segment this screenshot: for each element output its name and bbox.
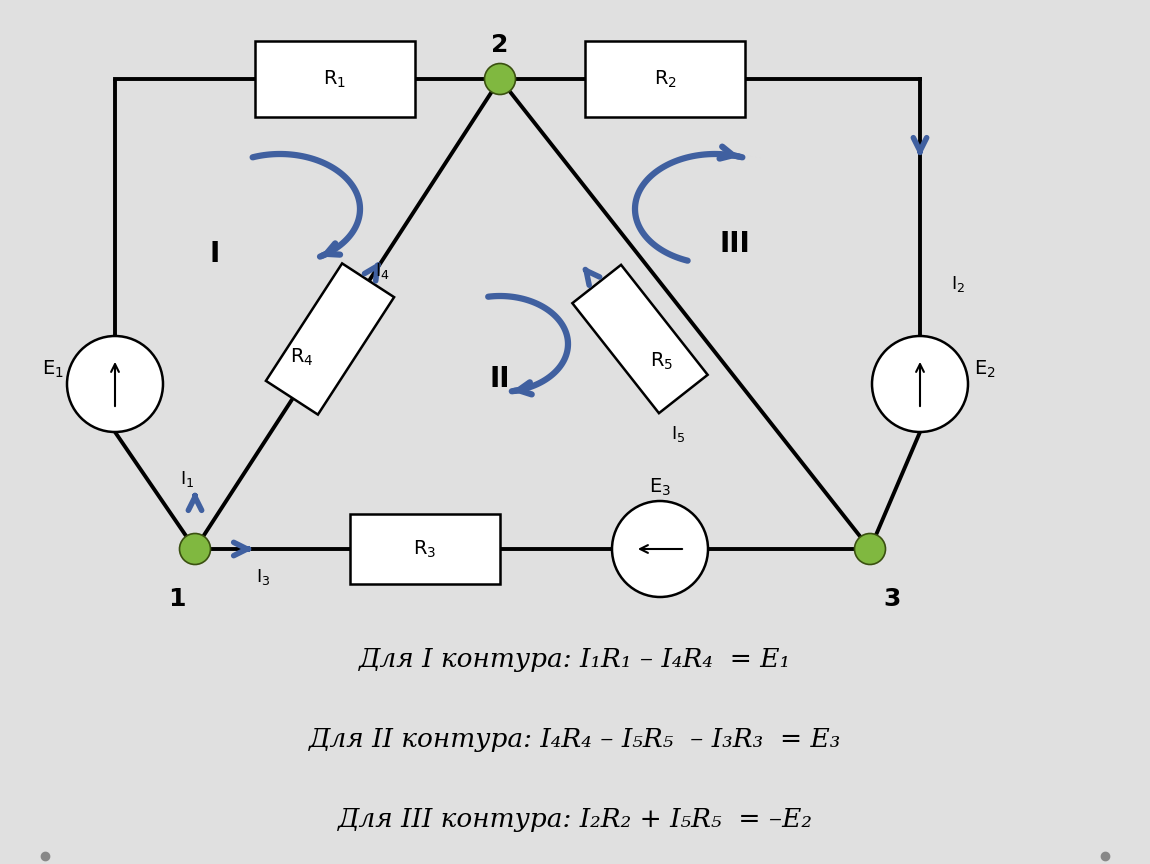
Text: E$_3$: E$_3$ [649, 476, 672, 498]
Text: Для I контура: I₁R₁ – I₄R₄  = E₁: Для I контура: I₁R₁ – I₄R₄ = E₁ [359, 646, 791, 671]
Bar [255, 41, 415, 117]
Text: I: I [209, 240, 220, 268]
Circle shape [612, 501, 708, 597]
Text: II: II [490, 365, 511, 393]
Circle shape [484, 63, 515, 94]
Polygon shape [266, 264, 394, 415]
Circle shape [854, 533, 886, 564]
Text: Для II контура: I₄R₄ – I₅R₅  – I₃R₃  = E₃: Для II контура: I₄R₄ – I₅R₅ – I₃R₃ = E₃ [309, 727, 841, 752]
Text: R$_3$: R$_3$ [413, 538, 437, 560]
Text: R$_4$: R$_4$ [290, 346, 314, 368]
Text: E$_2$: E$_2$ [974, 359, 996, 379]
Polygon shape [573, 265, 707, 413]
Circle shape [67, 336, 163, 432]
Circle shape [872, 336, 968, 432]
Text: I$_2$: I$_2$ [951, 274, 965, 294]
Text: III: III [720, 230, 750, 258]
Text: R$_2$: R$_2$ [653, 68, 676, 90]
Bar [350, 514, 500, 584]
Text: I$_5$: I$_5$ [670, 424, 685, 444]
Text: R$_5$: R$_5$ [651, 350, 674, 372]
Bar [585, 41, 745, 117]
Text: 2: 2 [491, 33, 508, 57]
Text: 1: 1 [168, 587, 186, 611]
Text: I$_3$: I$_3$ [255, 567, 270, 587]
Text: 3: 3 [883, 587, 900, 611]
Circle shape [179, 533, 210, 564]
Text: I$_4$: I$_4$ [375, 261, 390, 281]
Text: I$_1$: I$_1$ [179, 469, 194, 489]
Text: E$_1$: E$_1$ [43, 359, 64, 379]
Text: Для III контура: I₂R₂ + I₅R₅  = –E₂: Для III контура: I₂R₂ + I₅R₅ = –E₂ [337, 806, 813, 831]
Text: R$_1$: R$_1$ [323, 68, 346, 90]
